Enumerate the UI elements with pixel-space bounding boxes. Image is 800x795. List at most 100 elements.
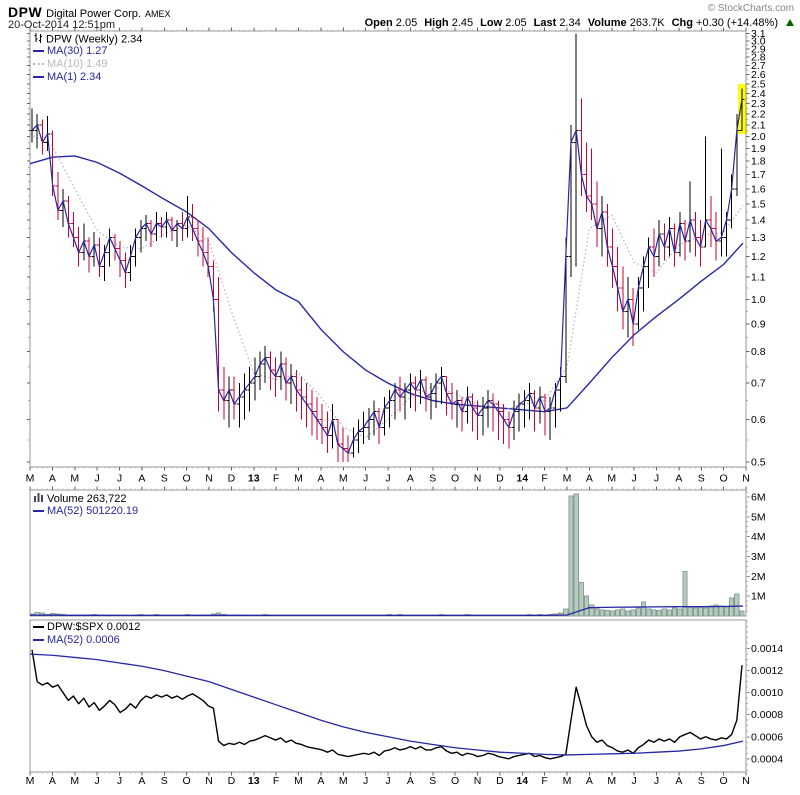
svg-text:A: A xyxy=(586,473,593,485)
svg-text:2M: 2M xyxy=(751,571,766,583)
ratio-ma52-label: MA(52) 0.0006 xyxy=(47,634,120,646)
svg-text:D: D xyxy=(228,775,236,787)
ratio-line xyxy=(31,649,743,760)
svg-text:1.0: 1.0 xyxy=(751,294,766,306)
svg-text:M: M xyxy=(26,473,35,485)
ohlc-chart-icon xyxy=(33,32,43,47)
quote-high-label: High xyxy=(424,17,449,29)
svg-text:M: M xyxy=(607,775,616,787)
volume-panel-legend: Volume 263,722 MA(52) 501220.19 xyxy=(33,492,138,518)
svg-text:2.8: 2.8 xyxy=(751,52,766,64)
svg-text:1M: 1M xyxy=(751,591,766,603)
time-axis-ticks xyxy=(29,27,747,776)
svg-text:0.0010: 0.0010 xyxy=(751,687,783,699)
svg-text:0.9: 0.9 xyxy=(751,319,766,331)
svg-text:D: D xyxy=(228,473,236,485)
svg-text:S: S xyxy=(429,473,436,485)
svg-text:D: D xyxy=(496,775,504,787)
volume-ma52-legend-row: MA(52) 501220.19 xyxy=(33,505,138,518)
quote-last-value: 2.34 xyxy=(559,17,581,29)
svg-text:3.0: 3.0 xyxy=(751,35,766,47)
svg-text:A: A xyxy=(49,473,56,485)
chg-up-triangle-icon xyxy=(786,19,794,26)
svg-text:M: M xyxy=(563,473,572,485)
quote-chg-value: +0.30 (+14.48%) xyxy=(696,17,778,29)
svg-text:M: M xyxy=(607,473,616,485)
svg-text:S: S xyxy=(698,775,705,787)
svg-text:M: M xyxy=(70,473,79,485)
ratio-ma52-swatch xyxy=(33,639,44,642)
close-line xyxy=(31,99,743,454)
svg-text:J: J xyxy=(363,775,368,787)
svg-text:A: A xyxy=(675,775,682,787)
svg-text:S: S xyxy=(161,473,168,485)
ma10-legend-row: MA(10) 1.49 xyxy=(33,58,142,71)
ma1-line-swatch xyxy=(33,76,44,79)
svg-text:O: O xyxy=(720,473,728,485)
month-axis-labels: M M A A M M J J J J A A S S O O N N D D 13 13 F F M M A A M M J J J J A A S S… xyxy=(26,473,750,788)
copyright-link[interactable]: © StockCharts.com xyxy=(707,3,794,14)
svg-text:O: O xyxy=(720,775,728,787)
svg-text:J: J xyxy=(654,473,659,485)
volume-axis: 1M 2M 3M 4M 5M 6M xyxy=(746,491,766,612)
svg-text:N: N xyxy=(742,473,750,485)
volume-ma52-swatch xyxy=(33,510,44,513)
volume-ma52-label: MA(52) 501220.19 xyxy=(47,505,139,517)
svg-text:O: O xyxy=(183,775,191,787)
svg-text:O: O xyxy=(183,473,191,485)
svg-text:M: M xyxy=(339,473,348,485)
panel-borders xyxy=(29,30,747,773)
svg-text:F: F xyxy=(273,473,279,485)
svg-text:1.4: 1.4 xyxy=(751,215,766,227)
svg-text:A: A xyxy=(138,775,145,787)
svg-text:3.1: 3.1 xyxy=(751,28,766,40)
svg-text:M: M xyxy=(294,775,303,787)
svg-text:6M: 6M xyxy=(751,491,766,503)
svg-text:2.7: 2.7 xyxy=(751,60,766,72)
svg-text:A: A xyxy=(317,473,324,485)
svg-text:2.3: 2.3 xyxy=(751,98,766,110)
svg-text:3M: 3M xyxy=(751,551,766,563)
ratio-axis: 0.0004 0.0006 0.0008 0.0010 0.0012 0.0014 xyxy=(746,620,783,771)
svg-text:A: A xyxy=(49,775,56,787)
volume-bars xyxy=(29,493,745,617)
svg-text:A: A xyxy=(317,775,324,787)
ma1-legend-label: MA(1) 2.34 xyxy=(47,71,102,83)
svg-text:13: 13 xyxy=(248,775,260,787)
svg-text:2.6: 2.6 xyxy=(751,69,766,81)
svg-text:F: F xyxy=(541,775,547,787)
svg-text:1.8: 1.8 xyxy=(751,156,766,168)
svg-text:0.0004: 0.0004 xyxy=(751,753,783,765)
svg-text:13: 13 xyxy=(248,473,260,485)
svg-text:F: F xyxy=(541,473,547,485)
ma1-legend-row: MA(1) 2.34 xyxy=(33,71,142,84)
svg-text:J: J xyxy=(632,473,637,485)
svg-text:F: F xyxy=(273,775,279,787)
svg-text:J: J xyxy=(385,473,390,485)
quote-volume-value: 263.7K xyxy=(629,17,665,29)
svg-text:1.5: 1.5 xyxy=(751,198,766,210)
svg-text:5M: 5M xyxy=(751,511,766,523)
quote-volume-label: Volume xyxy=(587,17,627,29)
quote-open-label: Open xyxy=(364,17,393,29)
volume-ma-line xyxy=(30,605,744,617)
svg-text:0.0012: 0.0012 xyxy=(751,665,783,677)
ma30-legend-label: MA(30) 1.27 xyxy=(47,45,108,57)
svg-text:0.8: 0.8 xyxy=(751,346,766,358)
svg-text:14: 14 xyxy=(516,775,528,787)
ma30-line-swatch xyxy=(33,50,44,53)
svg-text:2.5: 2.5 xyxy=(751,78,766,90)
ratio-ma52-legend-row: MA(52) 0.0006 xyxy=(33,634,140,647)
svg-text:O: O xyxy=(451,775,459,787)
price-axis: 0.50.60.70.80.91.01.11.21.31.41.51.61.71… xyxy=(27,28,766,469)
svg-text:J: J xyxy=(385,775,390,787)
svg-text:J: J xyxy=(95,473,100,485)
ratio-legend-title-row: DPW:$SPX 0.0012 xyxy=(33,621,140,634)
svg-text:A: A xyxy=(407,473,414,485)
svg-text:A: A xyxy=(675,473,682,485)
svg-text:2.1: 2.1 xyxy=(751,119,766,131)
svg-text:2.0: 2.0 xyxy=(751,131,766,143)
svg-text:1.9: 1.9 xyxy=(751,143,766,155)
svg-text:1.7: 1.7 xyxy=(751,169,766,181)
